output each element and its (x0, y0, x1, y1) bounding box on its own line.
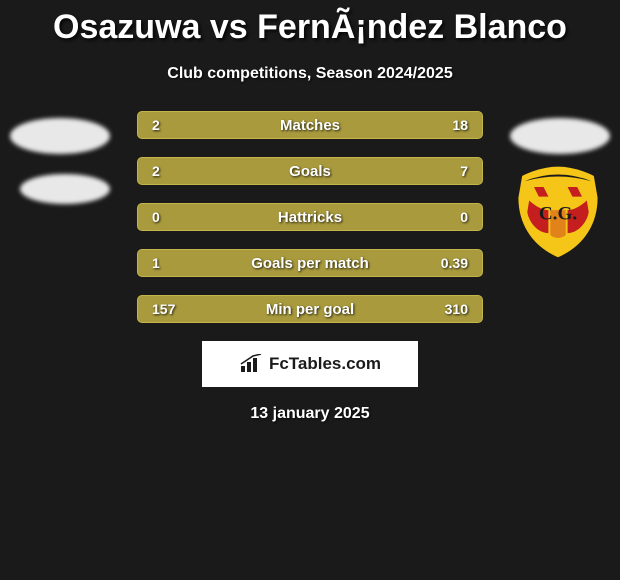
stat-label: Min per goal (138, 301, 482, 318)
stat-right-value: 310 (445, 301, 468, 317)
stat-row-goals-per-match: 1 Goals per match 0.39 (137, 249, 483, 277)
stat-label: Matches (138, 117, 482, 134)
left-team-logos (10, 118, 110, 204)
stat-left-value: 2 (152, 163, 160, 179)
right-logo-1 (510, 118, 610, 154)
stats-container: 2 Matches 18 2 Goals 7 0 Hattricks 0 1 G… (137, 111, 483, 323)
stat-right-value: 7 (460, 163, 468, 179)
stat-left-value: 2 (152, 117, 160, 133)
stat-row-goals: 2 Goals 7 (137, 157, 483, 185)
stat-label: Goals (138, 163, 482, 180)
svg-text:C.G.: C.G. (539, 204, 577, 225)
left-logo-2 (20, 174, 110, 204)
stat-row-min-per-goal: 157 Min per goal 310 (137, 295, 483, 323)
stat-left-value: 1 (152, 255, 160, 271)
stat-right-value: 18 (452, 117, 468, 133)
stat-row-hattricks: 0 Hattricks 0 (137, 203, 483, 231)
subtitle: Club competitions, Season 2024/2025 (0, 65, 620, 83)
stat-row-matches: 2 Matches 18 (137, 111, 483, 139)
club-crest: C.G. (510, 164, 606, 260)
date-label: 13 january 2025 (0, 405, 620, 423)
stat-right-value: 0 (460, 209, 468, 225)
brand-logo[interactable]: FcTables.com (202, 341, 418, 387)
comparison-title: Osazuwa vs FernÃ¡ndez Blanco (0, 0, 620, 47)
left-logo-1 (10, 118, 110, 154)
right-team-logos: C.G. (510, 118, 610, 260)
stat-label: Hattricks (138, 209, 482, 226)
stat-left-value: 0 (152, 209, 160, 225)
stat-left-value: 157 (152, 301, 175, 317)
brand-text: FcTables.com (269, 354, 381, 374)
chart-icon (239, 354, 265, 374)
stat-right-value: 0.39 (441, 255, 468, 271)
stat-label: Goals per match (138, 255, 482, 272)
